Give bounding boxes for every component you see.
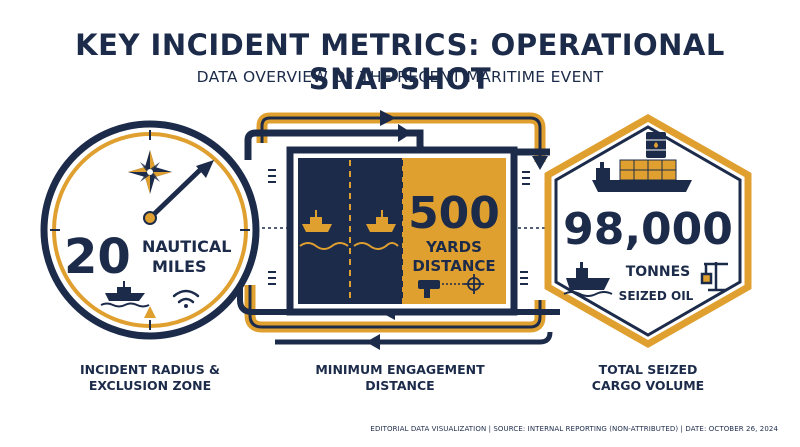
- engagement-unit-line2: DISTANCE: [412, 257, 495, 275]
- crosshair-icon: [464, 274, 484, 294]
- radius-caption: INCIDENT RADIUS & EXCLUSION ZONE: [50, 362, 250, 394]
- oil-barrel-icon: [646, 132, 666, 158]
- cargo-unit-line1: TONNES: [626, 264, 691, 280]
- engagement-metric-panel: [286, 146, 518, 316]
- engagement-value: 500: [408, 188, 500, 239]
- cargo-caption: TOTAL SEIZED CARGO VOLUME: [548, 362, 748, 394]
- container-ship-icon: [592, 159, 692, 192]
- footer-credit: EDITORIAL DATA VISUALIZATION | SOURCE: I…: [370, 425, 778, 433]
- radius-metric-panel: [40, 120, 260, 340]
- tanker-icon: [563, 262, 613, 297]
- engagement-caption-line2: DISTANCE: [365, 378, 435, 393]
- radius-unit-line2: MILES: [152, 257, 207, 276]
- compass-icon: [128, 150, 172, 194]
- engagement-caption-line1: MINIMUM ENGAGEMENT: [315, 362, 485, 377]
- radius-caption-line1: INCIDENT RADIUS &: [80, 362, 220, 377]
- ship-right-icon: [366, 210, 396, 232]
- radius-value: 20: [64, 229, 131, 285]
- cargo-caption-line1: TOTAL SEIZED: [598, 362, 698, 377]
- patrol-boat-icon: [100, 281, 150, 308]
- radius-unit-line1: NAUTICAL: [142, 237, 231, 256]
- needle-icon: [143, 160, 214, 225]
- ship-left-icon: [302, 210, 332, 232]
- engagement-caption: MINIMUM ENGAGEMENT DISTANCE: [300, 362, 500, 394]
- rangefinder-icon: [418, 280, 464, 298]
- arrow-head-top-mid: [398, 124, 412, 142]
- arrow-head-top-right: [532, 156, 548, 170]
- page-subtitle: DATA OVERVIEW OF THE RECENT MARITIME EVE…: [196, 68, 604, 86]
- arrow-head-top-left: [380, 110, 396, 126]
- cargo-value: 98,000: [563, 204, 733, 255]
- engagement-unit-line1: YARDS: [425, 238, 482, 256]
- cargo-metric-panel: [544, 113, 752, 349]
- cargo-caption-line2: CARGO VOLUME: [591, 378, 705, 393]
- radius-caption-line2: EXCLUSION ZONE: [88, 378, 212, 393]
- page-title: KEY INCIDENT METRICS: OPERATIONAL SNAPSH…: [75, 28, 725, 96]
- signal-icon: [172, 289, 200, 308]
- cargo-unit-line2: SEIZED OIL: [619, 289, 694, 303]
- arrow-head-bottom-mid: [366, 334, 380, 350]
- crane-icon: [700, 262, 728, 292]
